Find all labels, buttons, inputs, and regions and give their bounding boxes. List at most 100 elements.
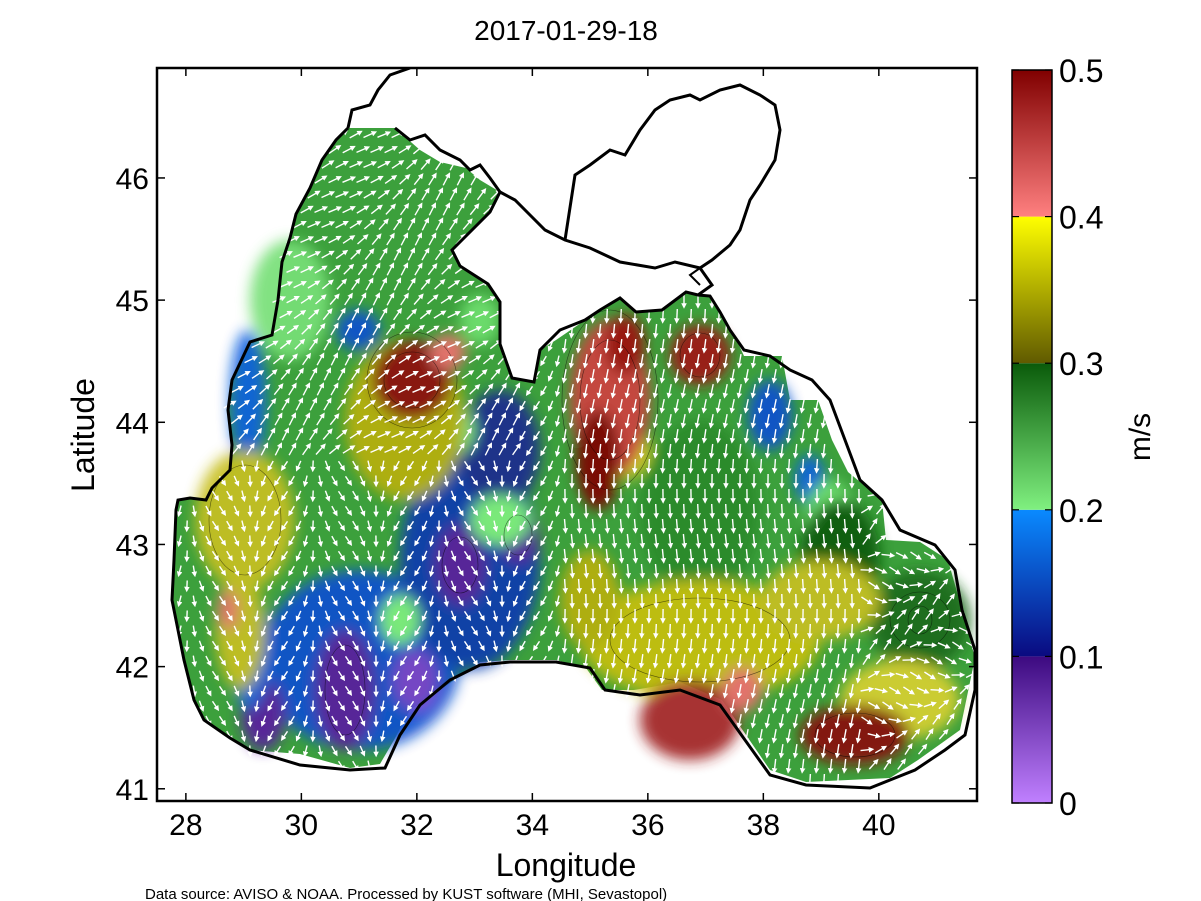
velocity-arrow xyxy=(406,187,417,201)
velocity-arrow xyxy=(379,640,386,653)
velocity-arrow xyxy=(525,595,534,607)
velocity-arrow xyxy=(414,535,421,547)
velocity-arrow xyxy=(547,520,554,532)
velocity-arrow xyxy=(490,188,502,200)
velocity-arrow xyxy=(603,339,610,354)
velocity-arrow xyxy=(428,202,436,216)
velocity-arrow xyxy=(230,385,244,394)
velocity-arrow xyxy=(751,503,757,519)
velocity-arrow xyxy=(288,442,297,456)
velocity-arrow xyxy=(484,412,493,426)
velocity-arrow xyxy=(450,580,457,592)
velocity-arrow xyxy=(653,533,660,549)
velocity-arrow xyxy=(273,475,282,487)
velocity-arrow xyxy=(568,413,575,429)
velocity-arrow xyxy=(253,610,260,623)
velocity-arrow xyxy=(366,520,373,533)
velocity-arrow xyxy=(505,640,512,653)
velocity-arrow xyxy=(352,490,359,502)
velocity-arrow xyxy=(617,339,624,354)
velocity-arrow xyxy=(378,218,389,230)
velocity-arrow xyxy=(744,518,751,534)
velocity-arrow xyxy=(512,505,519,517)
velocity-arrow xyxy=(329,293,340,305)
velocity-arrow xyxy=(902,596,916,604)
velocity-arrow xyxy=(272,354,285,365)
velocity-arrow xyxy=(681,533,688,549)
velocity-arrow xyxy=(314,236,329,244)
velocity-arrow xyxy=(244,385,258,394)
velocity-arrow xyxy=(597,623,603,639)
velocity-arrow xyxy=(701,368,708,384)
velocity-arrow xyxy=(191,595,198,608)
velocity-arrow xyxy=(701,428,708,444)
velocity-arrow xyxy=(226,580,233,592)
velocity-arrow xyxy=(324,580,331,592)
velocity-arrow xyxy=(405,431,419,439)
velocity-arrow xyxy=(463,640,472,652)
velocity-arrow xyxy=(442,232,451,246)
velocity-arrow xyxy=(512,475,519,487)
velocity-arrow xyxy=(455,413,467,425)
velocity-arrow xyxy=(433,371,448,379)
velocity-arrow xyxy=(286,296,300,304)
velocity-arrow xyxy=(512,382,521,396)
velocity-arrow xyxy=(667,503,673,519)
velocity-arrow xyxy=(764,413,771,429)
velocity-arrow xyxy=(938,609,950,620)
velocity-arrow xyxy=(357,383,369,395)
velocity-arrow xyxy=(525,475,534,487)
velocity-arrow xyxy=(398,416,413,423)
velocity-arrow xyxy=(267,460,274,472)
velocity-arrow xyxy=(482,296,497,304)
velocity-arrow xyxy=(512,625,519,637)
velocity-arrow xyxy=(875,503,886,515)
velocity-arrow xyxy=(421,247,430,261)
velocity-arrow xyxy=(821,623,827,639)
velocity-arrow xyxy=(624,353,631,369)
velocity-arrow xyxy=(286,266,301,273)
velocity-arrow xyxy=(356,146,371,154)
velocity-arrow xyxy=(554,625,561,638)
velocity-arrow xyxy=(449,157,458,171)
velocity-arrow xyxy=(569,563,576,579)
velocity-arrow xyxy=(316,382,324,396)
velocity-arrow xyxy=(917,624,929,635)
velocity-arrow xyxy=(737,503,743,519)
velocity-arrow xyxy=(764,443,771,459)
velocity-arrow xyxy=(827,458,834,474)
velocity-arrow xyxy=(352,610,359,622)
velocity-arrow xyxy=(371,233,382,246)
velocity-arrow xyxy=(260,442,269,456)
velocity-arrow xyxy=(653,623,659,639)
velocity-arrow xyxy=(344,475,353,487)
velocity-arrow xyxy=(737,623,743,639)
velocity-arrow xyxy=(315,322,326,336)
velocity-arrow xyxy=(300,295,314,304)
velocity-arrow xyxy=(631,458,638,474)
velocity-arrow xyxy=(835,623,841,639)
velocity-arrow xyxy=(604,548,611,564)
velocity-arrow xyxy=(302,535,309,548)
velocity-arrow xyxy=(366,460,373,473)
velocity-arrow xyxy=(799,458,806,474)
colorbar-band xyxy=(1012,656,1052,803)
velocity-arrow xyxy=(779,533,786,549)
velocity-arrow xyxy=(328,206,343,213)
velocity-arrow xyxy=(492,610,499,623)
map-panel xyxy=(170,68,977,790)
velocity-arrow xyxy=(317,475,324,488)
velocity-arrow xyxy=(267,610,274,622)
velocity-arrow xyxy=(505,550,512,563)
velocity-arrow xyxy=(806,413,813,429)
velocity-arrow xyxy=(317,565,324,578)
velocity-arrow xyxy=(447,371,461,379)
velocity-arrow xyxy=(251,341,265,349)
velocity-arrow xyxy=(547,610,554,622)
velocity-arrow xyxy=(420,158,431,171)
velocity-arrow xyxy=(757,398,764,414)
velocity-arrow xyxy=(240,580,247,593)
velocity-arrow xyxy=(946,593,955,605)
velocity-arrow xyxy=(772,578,779,594)
velocity-arrow xyxy=(603,398,610,414)
